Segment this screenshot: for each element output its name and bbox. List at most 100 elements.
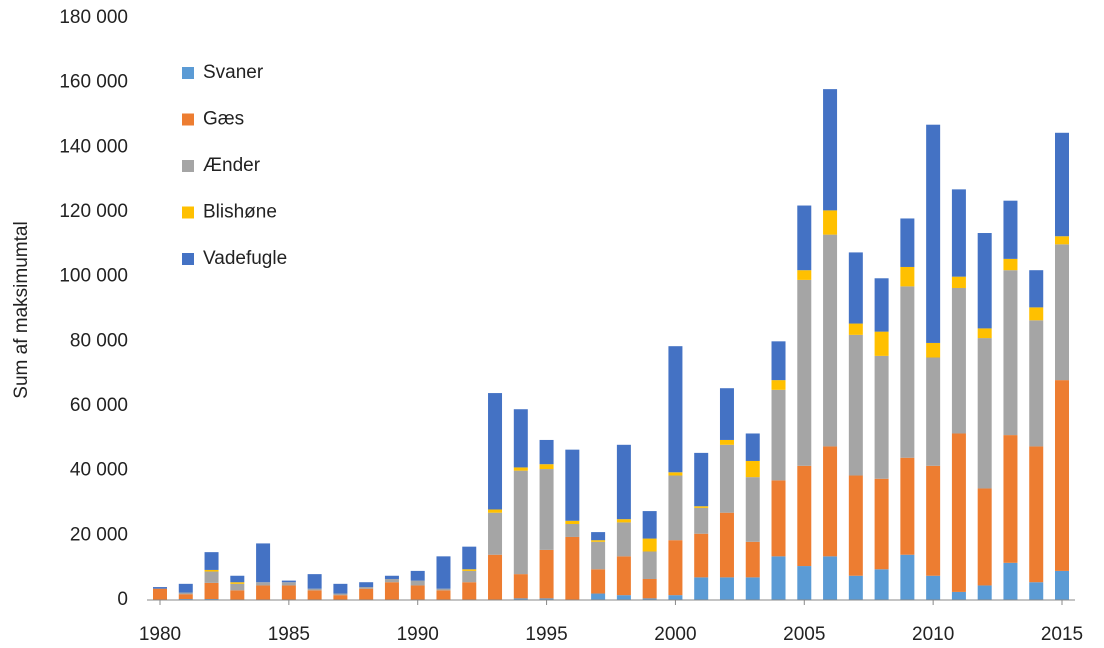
legend-label: Svaner [203, 62, 264, 83]
bar-segment [848, 475, 863, 576]
bar-segment [488, 554, 503, 600]
bar-segment [410, 580, 425, 586]
bar-segment [745, 541, 760, 578]
bar-segment [488, 509, 503, 513]
bar-segment [1055, 570, 1069, 600]
bar-segment [951, 287, 966, 434]
bar-segment [900, 266, 915, 287]
bar-segment [900, 286, 915, 458]
bar-segment [384, 575, 399, 579]
bar-segment [616, 595, 631, 600]
bar-segment [926, 357, 941, 466]
bar-segment [565, 536, 580, 600]
x-tick-label: 2015 [1041, 624, 1083, 645]
legend-label: Gæs [203, 109, 244, 130]
bar-segment [926, 342, 941, 358]
bar-segment [513, 470, 528, 575]
legend-label: Vadefugle [203, 248, 287, 269]
y-tick-label: 100 000 [59, 266, 128, 287]
bar-segment [977, 585, 992, 600]
x-tick-label: 1985 [268, 624, 310, 645]
bar-segment [230, 575, 245, 583]
y-tick-label: 160 000 [59, 72, 128, 93]
bar-segment [771, 556, 786, 600]
bar-segment [178, 583, 193, 593]
bar-segment [307, 590, 322, 600]
legend-label: Blishøne [203, 202, 277, 223]
y-tick-label: 0 [117, 589, 128, 610]
bar-segment [848, 252, 863, 324]
bar-segment [616, 444, 631, 520]
bar-segment [874, 278, 889, 332]
bar-segment [668, 475, 683, 541]
bar-segment [384, 582, 399, 600]
bar-segment [616, 519, 631, 523]
bar-segment [153, 588, 167, 600]
bar-segment [488, 512, 503, 555]
bar-segment [307, 574, 322, 589]
bar-segment [926, 465, 941, 576]
bar-segment [1055, 132, 1069, 237]
bar-segment [256, 582, 271, 586]
bar-segment [926, 575, 941, 600]
bar-segment [823, 89, 838, 211]
bar-segment [823, 234, 838, 447]
bar-segment [1003, 258, 1018, 271]
bar-segment [719, 388, 734, 440]
bar-segment [204, 571, 219, 583]
bar-segment [848, 334, 863, 476]
bar-segment [281, 585, 296, 600]
bar-segment [539, 464, 554, 470]
legend-swatch [182, 206, 194, 219]
bar-segment [694, 577, 709, 600]
bar-segment [307, 588, 322, 591]
bar-segment [359, 587, 374, 589]
bar-segment [823, 556, 838, 600]
bar-segment [874, 478, 889, 570]
x-tick-label: 1995 [525, 624, 567, 645]
bar-segment [874, 569, 889, 600]
bar-segment [797, 465, 812, 567]
bar-segment [977, 488, 992, 586]
legend-swatch [182, 113, 194, 126]
bar-segment [668, 472, 683, 476]
bar-segment [410, 570, 425, 581]
legend-label: Ænder [203, 155, 261, 176]
y-tick-label: 40 000 [70, 460, 128, 481]
bar-segment [436, 556, 451, 589]
bar-segment [565, 524, 580, 537]
bar-segment [281, 580, 296, 583]
bar-segment [719, 577, 734, 600]
bar-segment [178, 592, 193, 595]
bar-segment [926, 124, 941, 343]
bar-segment [951, 276, 966, 288]
bar-segment [823, 210, 838, 235]
y-axis-label: Sum af maksimumtal [11, 221, 32, 398]
bar-segment [797, 205, 812, 271]
bar-segment [694, 507, 709, 534]
bar-segment [230, 583, 245, 591]
bar-segment [591, 593, 606, 600]
bar-segment [513, 574, 528, 599]
bar-segment [642, 598, 657, 600]
bar-segment [204, 552, 219, 570]
bar-segment [694, 533, 709, 578]
bar-segment [642, 538, 657, 552]
bar-segment [359, 588, 374, 600]
bar-segment [1055, 380, 1069, 571]
bar-segment [1003, 270, 1018, 436]
y-tick-label: 120 000 [59, 201, 128, 222]
bar-segment [1003, 200, 1018, 259]
bar-segment [771, 480, 786, 557]
bar-segment [1003, 562, 1018, 600]
bar-segment [204, 569, 219, 572]
bar-segment [1029, 582, 1044, 600]
bar-segment [1029, 320, 1044, 447]
y-tick-label: 180 000 [59, 7, 128, 28]
bar-segment [668, 346, 683, 473]
bar-segment [591, 532, 606, 541]
y-tick-label: 20 000 [70, 524, 128, 545]
bar-segment [204, 582, 219, 600]
bar-segment [462, 582, 477, 600]
